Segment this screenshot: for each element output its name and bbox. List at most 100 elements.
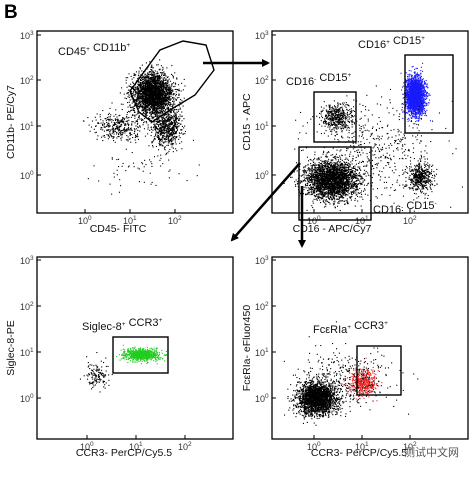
event-dot	[168, 136, 170, 138]
event-dot	[167, 125, 169, 127]
event-dot	[165, 99, 167, 101]
event-dot	[155, 83, 157, 85]
event-dot	[183, 78, 185, 80]
event-dot	[158, 112, 160, 114]
event-dot	[162, 68, 164, 70]
event-dot	[175, 120, 177, 122]
event-dot	[170, 93, 172, 95]
event-dot	[175, 91, 177, 93]
event-dot	[175, 98, 177, 100]
event-dot	[166, 132, 168, 134]
event-dot	[155, 93, 157, 95]
event-dot	[140, 79, 142, 81]
event-dot	[136, 87, 138, 89]
event-dot	[150, 84, 152, 86]
event-dot	[122, 120, 124, 122]
event-dot	[415, 118, 417, 120]
event-dot	[151, 94, 153, 96]
event-dot	[149, 95, 151, 97]
event-dot	[174, 72, 176, 74]
event-dot	[147, 83, 149, 85]
event-dot	[164, 127, 166, 129]
event-dot	[152, 99, 154, 101]
event-dot	[127, 102, 129, 104]
event-dot	[165, 84, 167, 86]
event-dot	[156, 103, 158, 105]
event-dot	[144, 91, 146, 93]
event-dot	[167, 82, 169, 84]
event-dot	[151, 128, 153, 130]
event-dot	[165, 123, 167, 125]
event-dot	[174, 118, 176, 120]
event-dot	[144, 83, 146, 85]
event-dot	[152, 76, 154, 78]
event-dot	[168, 88, 170, 90]
event-dot	[155, 107, 157, 109]
event-dot	[165, 86, 167, 88]
event-dot	[151, 96, 153, 98]
event-dot	[128, 73, 130, 75]
event-dot	[116, 118, 118, 120]
event-dot	[178, 110, 180, 112]
event-dot	[156, 81, 158, 83]
event-dot	[157, 64, 159, 66]
event-dot	[142, 80, 144, 82]
event-dot	[136, 88, 138, 90]
event-dot	[136, 121, 138, 123]
population-3	[87, 141, 200, 195]
event-dot	[163, 83, 165, 85]
event-dot	[168, 130, 170, 132]
event-dot	[164, 73, 166, 75]
event-dot	[153, 92, 155, 94]
event-dot	[164, 126, 166, 128]
event-dot	[137, 95, 139, 97]
event-dot	[173, 128, 175, 130]
event-dot	[174, 114, 176, 116]
event-dot	[416, 127, 418, 129]
event-dot	[166, 113, 168, 115]
event-dot	[151, 90, 153, 92]
event-dot	[162, 106, 164, 108]
event-dot	[171, 134, 173, 136]
event-dot	[425, 112, 427, 114]
event-dot	[169, 93, 171, 95]
event-dot	[149, 89, 151, 91]
event-dot	[144, 95, 146, 97]
event-dot	[179, 137, 181, 139]
event-dot	[423, 112, 425, 114]
event-dot	[153, 110, 155, 112]
event-dot	[159, 139, 161, 141]
event-dot	[143, 89, 145, 91]
event-dot	[170, 117, 172, 119]
event-dot	[176, 128, 178, 130]
event-dot	[134, 122, 136, 124]
event-dot	[148, 77, 150, 79]
event-dot	[157, 134, 159, 136]
event-dot	[136, 120, 138, 122]
event-dot	[116, 116, 118, 118]
event-dot	[159, 102, 161, 104]
event-dot	[151, 117, 153, 119]
event-dot	[168, 120, 170, 122]
event-dot	[154, 108, 156, 110]
event-dot	[100, 122, 102, 124]
event-dot	[129, 104, 131, 106]
event-dot	[408, 92, 410, 94]
event-dot	[160, 82, 162, 84]
event-dot	[168, 99, 170, 101]
event-dot	[172, 147, 174, 149]
event-dot	[115, 123, 117, 125]
event-dot	[166, 94, 168, 96]
event-dot	[161, 104, 163, 106]
event-dot	[158, 120, 160, 122]
plot-frame	[271, 30, 469, 214]
event-dot	[137, 93, 139, 95]
event-dot	[176, 137, 178, 139]
event-dot	[126, 113, 128, 115]
event-dot	[168, 123, 170, 125]
event-dot	[141, 106, 143, 108]
event-dot	[162, 74, 164, 76]
event-dot	[168, 116, 170, 118]
event-dot	[158, 77, 160, 79]
event-dot	[168, 96, 170, 98]
